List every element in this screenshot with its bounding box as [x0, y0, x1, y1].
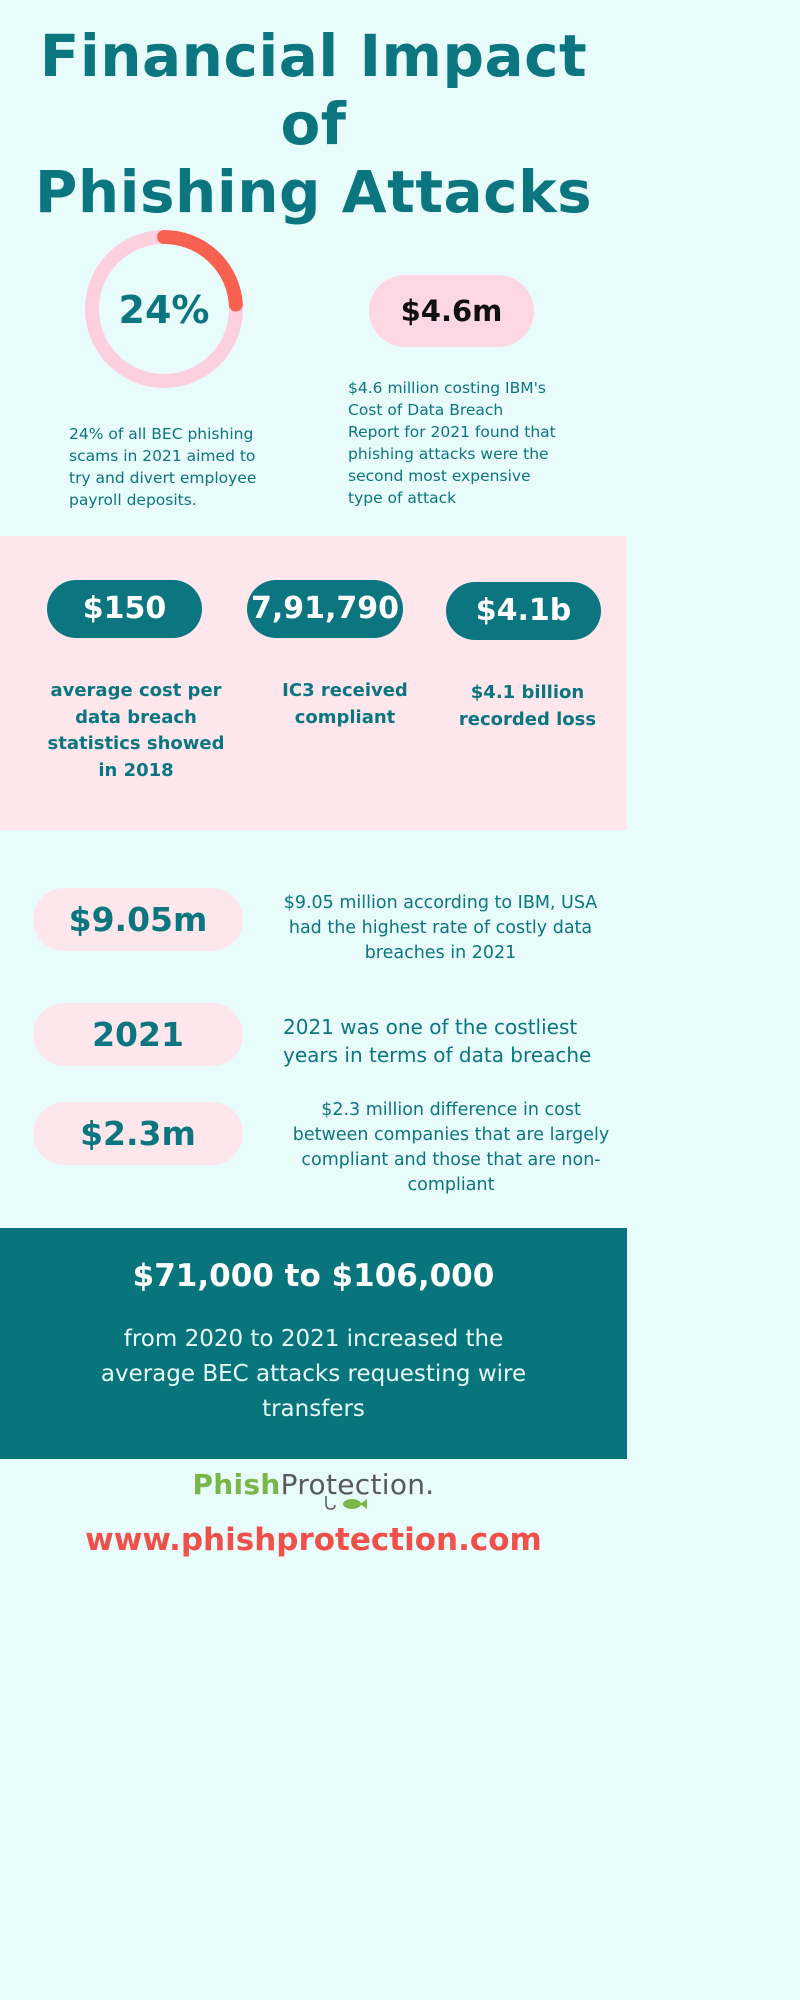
phishprotection-logo: PhishProtection.	[0, 1468, 627, 1501]
ibm-cost-pill: $4.6m	[369, 275, 534, 347]
ring-description-line: payroll deposits.	[69, 491, 197, 509]
title-line-1: Financial Impact of	[39, 22, 588, 158]
ic3-line: compliant	[294, 706, 396, 728]
recorded-loss-pill: $4.1b	[446, 582, 601, 640]
website-link[interactable]: www.phishprotection.com	[85, 1522, 542, 1558]
fish-hook-icon	[325, 1496, 367, 1510]
usa-cost-description: $9.05 million according to IBM, USA had …	[268, 891, 613, 966]
logo-protection-text: Protection.	[280, 1468, 435, 1501]
loss-line: $4.1 billion	[470, 682, 585, 703]
bec-line: from 2020 to 2021 increased the	[123, 1326, 504, 1352]
compliance-line: $2.3 million difference in cost	[321, 1100, 581, 1120]
ibm-description-line: type of attack	[348, 489, 457, 507]
ibm-description-line: phishing attacks were the	[348, 445, 549, 463]
ring-progress-arc	[157, 230, 243, 312]
year-description: 2021 was one of the costliest years in t…	[276, 1013, 623, 1069]
bec-line: transfers	[262, 1396, 365, 1422]
ibm-description-line: Cost of Data Breach	[348, 401, 504, 419]
compliance-gap-description: $2.3 million difference in cost between …	[276, 1098, 626, 1198]
usa-cost-line: $9.05 million according to IBM, USA	[283, 893, 598, 913]
ibm-description-line: second most expensive	[348, 467, 531, 485]
year-line: 2021 was one of the costliest	[283, 1015, 578, 1039]
logo-phish-text: Phish	[192, 1468, 281, 1501]
compliance-gap-pill: $2.3m	[33, 1102, 243, 1165]
avg-cost-line: data breach	[75, 706, 197, 728]
ibm-description-line: Report for 2021 found that	[348, 423, 556, 441]
title-line-2: Phishing Attacks	[34, 158, 593, 226]
ic3-complaints-pill: 7,91,790	[247, 580, 403, 638]
loss-description: $4.1 billion recorded loss	[440, 680, 615, 733]
avg-cost-pill: $150	[47, 580, 202, 638]
ring-description-line: try and divert employee	[69, 469, 257, 487]
ibm-description-line: $4.6 million costing IBM's	[348, 379, 546, 397]
avg-cost-description: average cost per data breach statistics …	[40, 678, 232, 784]
bec-range-headline: $71,000 to $106,000	[132, 1258, 495, 1294]
percentage-ring	[85, 230, 243, 388]
bec-description: from 2020 to 2021 increased the average …	[90, 1322, 537, 1427]
ic3-line: IC3 received	[282, 680, 408, 701]
bec-band	[0, 1228, 627, 1459]
ring-percentage-label: 24%	[118, 288, 210, 332]
bec-line: average BEC attacks requesting wire	[100, 1361, 527, 1387]
year-pill: 2021	[33, 1003, 243, 1066]
ring-description: 24% of all BEC phishing scams in 2021 ai…	[69, 423, 289, 511]
usa-cost-pill: $9.05m	[33, 888, 243, 951]
compliance-line: compliant	[407, 1175, 495, 1195]
usa-cost-line: breaches in 2021	[364, 943, 517, 963]
ic3-description: IC3 received compliant	[255, 678, 435, 731]
loss-line: recorded loss	[458, 708, 597, 730]
avg-cost-line: statistics showed	[47, 733, 225, 754]
compliance-line: between companies that are largely	[292, 1125, 610, 1145]
avg-cost-line: in 2018	[98, 759, 174, 781]
ibm-cost-description: $4.6 million costing IBM's Cost of Data …	[348, 377, 588, 509]
page-title: Financial Impact of Phishing Attacks	[0, 22, 627, 226]
usa-cost-line: had the highest rate of costly data	[288, 918, 593, 938]
ring-description-line: 24% of all BEC phishing	[69, 425, 254, 443]
avg-cost-line: average cost per	[50, 680, 222, 701]
year-line: years in terms of data breache	[283, 1043, 592, 1067]
compliance-line: compliant and those that are non-	[301, 1150, 601, 1170]
ring-description-line: scams in 2021 aimed to	[69, 447, 256, 465]
